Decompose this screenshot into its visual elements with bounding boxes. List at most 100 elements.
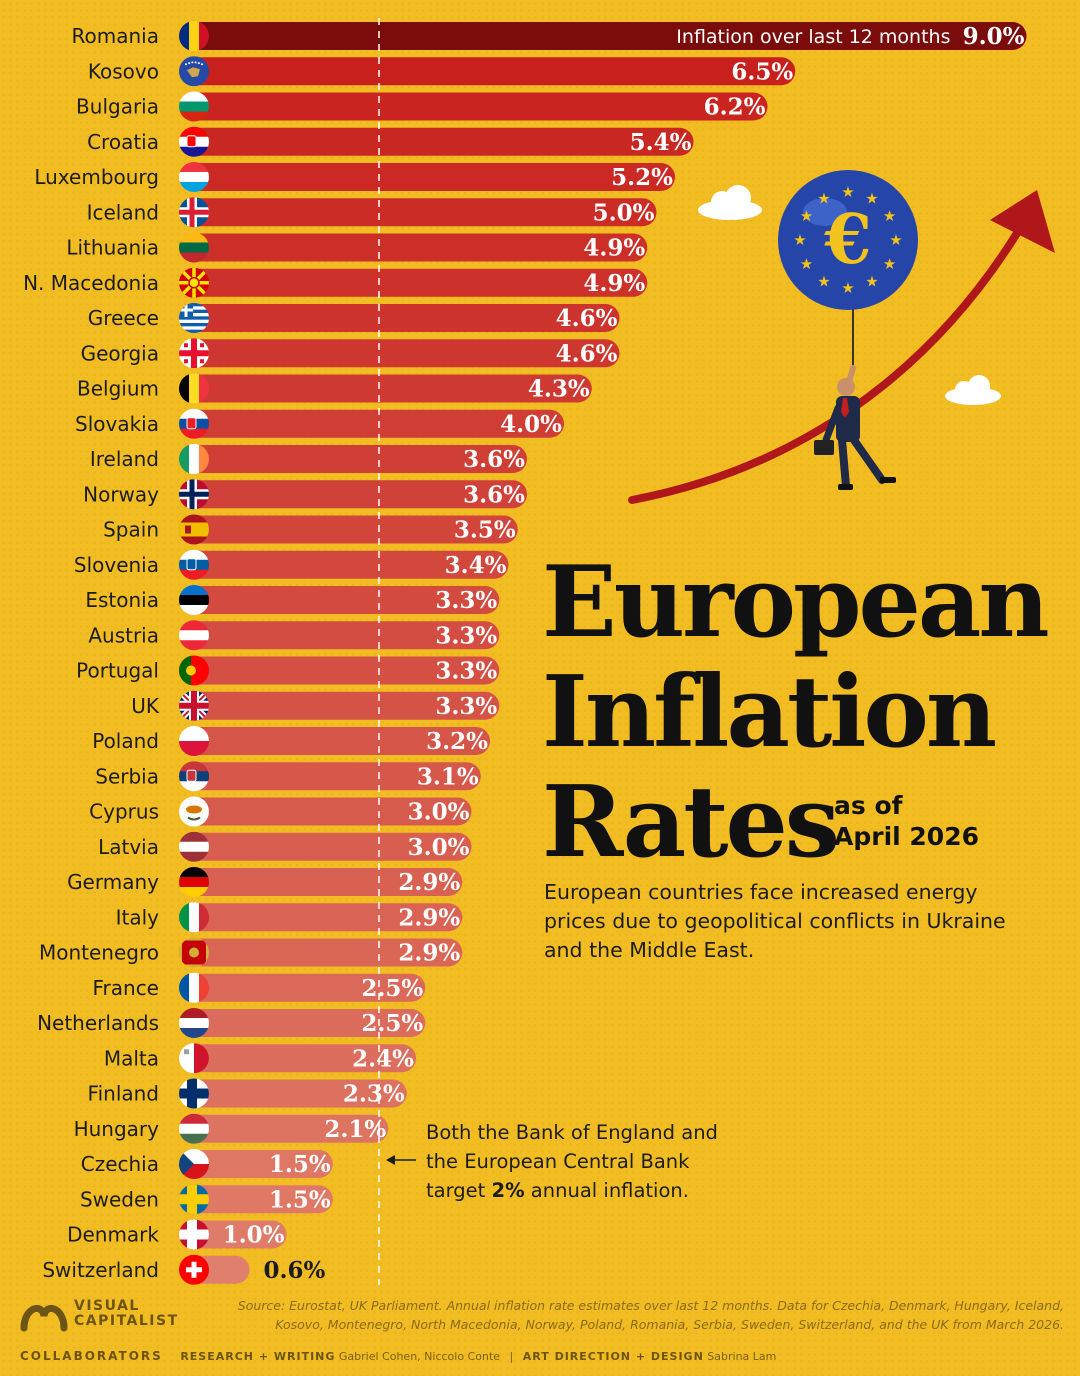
value-label: 1.5% — [269, 1186, 331, 1213]
bar-slovakia — [180, 409, 564, 438]
country-label: Czechia — [81, 1152, 159, 1176]
country-label: UK — [131, 694, 160, 718]
annotation-highlight: 2% — [491, 1179, 525, 1202]
balloon-illustration: € ★★★★★★★★★ ★ ★★ — [628, 170, 1055, 504]
denmark-flag-icon — [179, 1219, 209, 1250]
bar-header-label: Inflation over last 12 months — [676, 26, 950, 48]
art-direction-label: ART DIRECTION + DESIGN — [522, 1350, 704, 1363]
value-label: 3.3% — [435, 658, 497, 685]
country-label: Poland — [92, 729, 159, 753]
country-label: Kosovo — [88, 59, 159, 83]
country-label: Spain — [103, 518, 159, 542]
country-label: Luxembourg — [34, 165, 159, 189]
eu-star-icon: ★ — [865, 189, 878, 207]
bar-lithuania — [180, 233, 648, 262]
eu-star-icon: ★ — [800, 207, 813, 225]
eu-star-icon: ★ — [793, 231, 806, 249]
bar-kosovo — [180, 57, 796, 86]
value-label: 4.3% — [528, 376, 590, 403]
country-label: Switzerland — [42, 1258, 159, 1282]
value-label: 2.1% — [324, 1116, 386, 1143]
slovakia-flag-icon — [179, 408, 209, 439]
target-annotation: Both the Bank of England and the Europea… — [426, 1118, 746, 1205]
bar-montenegro — [180, 938, 463, 967]
bar-luxembourg — [180, 163, 675, 191]
country-label: N. Macedonia — [23, 271, 159, 295]
value-label: 3.5% — [454, 517, 516, 544]
latvia-flag-icon — [179, 831, 209, 862]
country-label: Greece — [88, 306, 159, 330]
country-label: Bulgaria — [76, 95, 159, 119]
value-label: 4.6% — [556, 305, 618, 332]
value-label: 4.9% — [583, 270, 645, 297]
poland-flag-icon — [179, 726, 209, 756]
cyprus-flag-icon — [179, 796, 209, 827]
lithuania-flag-icon — [179, 232, 209, 263]
bar-spain — [180, 515, 518, 544]
value-label: 5.4% — [630, 129, 692, 156]
eu-star-icon: ★ — [841, 279, 854, 297]
value-label: 3.0% — [408, 799, 470, 826]
brand-line: CAPITALIST — [74, 1313, 179, 1329]
slovenia-flag-icon — [179, 549, 209, 580]
value-label: 2.9% — [398, 940, 460, 967]
bar-uk — [180, 691, 500, 720]
country-label: Latvia — [98, 835, 159, 859]
bar-malta — [180, 1044, 416, 1073]
value-label: 2.9% — [398, 904, 460, 931]
bar-slovenia — [180, 550, 509, 579]
value-label: 1.0% — [223, 1222, 285, 1249]
eu-star-icon: ★ — [889, 231, 902, 249]
value-label: 1.5% — [269, 1151, 331, 1178]
value-label: 3.2% — [426, 728, 488, 755]
country-label: Netherlands — [37, 1011, 159, 1035]
visual-capitalist-logo-icon — [20, 1304, 68, 1332]
bar-poland — [180, 727, 490, 755]
annotation-text-end: annual inflation. — [524, 1179, 689, 1202]
annotation-text: Both the Bank of England and the Europea… — [426, 1121, 718, 1202]
country-label: Cyprus — [89, 800, 159, 824]
portugal-flag-icon — [179, 655, 209, 686]
bar-netherlands — [180, 1009, 426, 1037]
croatia-flag-icon — [179, 126, 209, 157]
title-line: Inflation — [542, 655, 997, 770]
research-label: RESEARCH + WRITING — [180, 1350, 336, 1363]
credits-divider: | — [509, 1350, 514, 1363]
ireland-flag-icon — [179, 444, 209, 474]
country-label: Germany — [67, 870, 159, 894]
bar-germany — [180, 868, 463, 896]
eu-star-icon: ★ — [841, 183, 854, 201]
france-flag-icon — [179, 972, 209, 1003]
switzerland-flag-icon — [179, 1254, 209, 1285]
country-label: Lithuania — [66, 236, 159, 260]
collaborators-label: COLLABORATORS — [20, 1349, 163, 1363]
bar-italy — [180, 903, 463, 932]
chart-title: European Inflation Rates — [542, 548, 1050, 880]
value-label: 5.2% — [611, 164, 673, 191]
value-label: 0.6% — [264, 1257, 326, 1284]
bulgaria-flag-icon — [179, 91, 209, 122]
value-label: 3.1% — [417, 763, 479, 790]
country-label: Croatia — [87, 130, 159, 154]
country-label: Slovenia — [74, 553, 159, 577]
value-label: 2.9% — [398, 869, 460, 896]
serbia-flag-icon — [179, 761, 209, 792]
georgia-flag-icon — [179, 338, 209, 369]
bar-latvia — [180, 832, 472, 861]
credits: COLLABORATORS RESEARCH + WRITING Gabriel… — [20, 1349, 776, 1363]
bar-hungary — [180, 1114, 389, 1143]
iceland-flag-icon — [179, 197, 209, 228]
sweden-flag-icon — [179, 1184, 209, 1215]
eu-star-icon: ★ — [883, 207, 896, 225]
eu-star-icon: ★ — [865, 273, 878, 291]
value-label: 2.4% — [352, 1045, 414, 1072]
country-label: Norway — [83, 482, 159, 506]
value-label: 5.0% — [593, 199, 655, 226]
italy-flag-icon — [179, 902, 209, 933]
luxembourg-flag-icon — [179, 162, 209, 192]
eu-star-icon: ★ — [800, 255, 813, 273]
title-line: Rates — [542, 765, 840, 880]
bar-iceland — [180, 198, 657, 227]
bar-estonia — [180, 586, 500, 614]
